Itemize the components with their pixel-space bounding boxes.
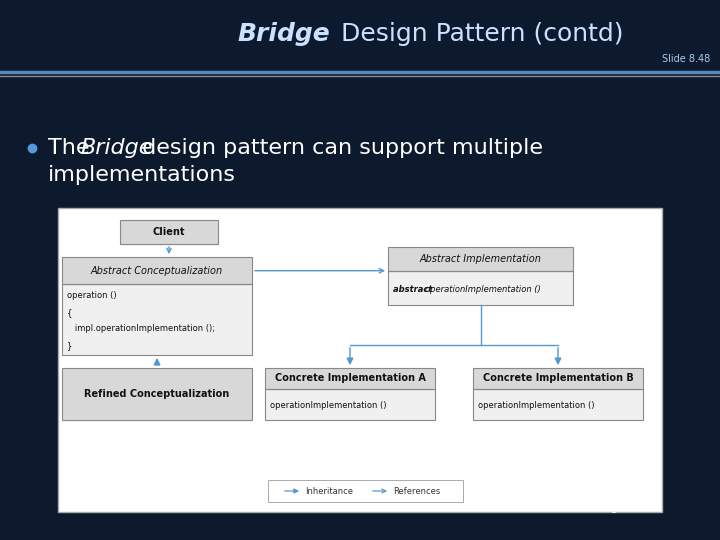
Text: implementations: implementations [48, 165, 236, 185]
Bar [62, 368, 252, 420]
Text: operationImplementation (): operationImplementation () [425, 285, 541, 294]
Text: Refined Conceptualization: Refined Conceptualization [84, 389, 230, 399]
Text: Bridge: Bridge [80, 138, 153, 158]
Text: abstract: abstract [393, 285, 436, 294]
Text: References: References [393, 487, 440, 496]
Text: Figure 8.8: Figure 8.8 [603, 503, 658, 513]
Bar [120, 220, 218, 244]
Text: Concrete Implementation A: Concrete Implementation A [274, 373, 426, 383]
Bar [388, 272, 573, 305]
Text: }: } [67, 341, 73, 350]
Bar [265, 368, 435, 389]
Text: {: { [67, 308, 73, 317]
Text: impl.operationImplementation ();: impl.operationImplementation (); [67, 324, 215, 333]
Text: Client: Client [153, 227, 185, 237]
Text: Bridge: Bridge [238, 22, 330, 46]
Bar [265, 389, 435, 420]
Bar [388, 247, 573, 272]
Text: Abstract Conceptualization: Abstract Conceptualization [91, 266, 223, 276]
Bar [0, 0, 720, 72]
Text: Slide 8.48: Slide 8.48 [662, 54, 710, 64]
Text: The: The [48, 138, 96, 158]
Bar [62, 257, 252, 285]
Bar [58, 208, 662, 512]
Text: Inheritance: Inheritance [305, 487, 353, 496]
Text: operation (): operation () [67, 292, 117, 300]
Bar [473, 389, 643, 420]
Bar [473, 368, 643, 389]
Text: Concrete Implementation B: Concrete Implementation B [482, 373, 634, 383]
Text: Design Pattern (contd): Design Pattern (contd) [333, 22, 624, 46]
Bar [268, 480, 463, 502]
Bar [62, 285, 252, 355]
Text: Abstract Implementation: Abstract Implementation [420, 254, 541, 264]
Text: design pattern can support multiple: design pattern can support multiple [135, 138, 543, 158]
Text: operationImplementation (): operationImplementation () [478, 401, 595, 410]
Text: operationImplementation (): operationImplementation () [270, 401, 387, 410]
